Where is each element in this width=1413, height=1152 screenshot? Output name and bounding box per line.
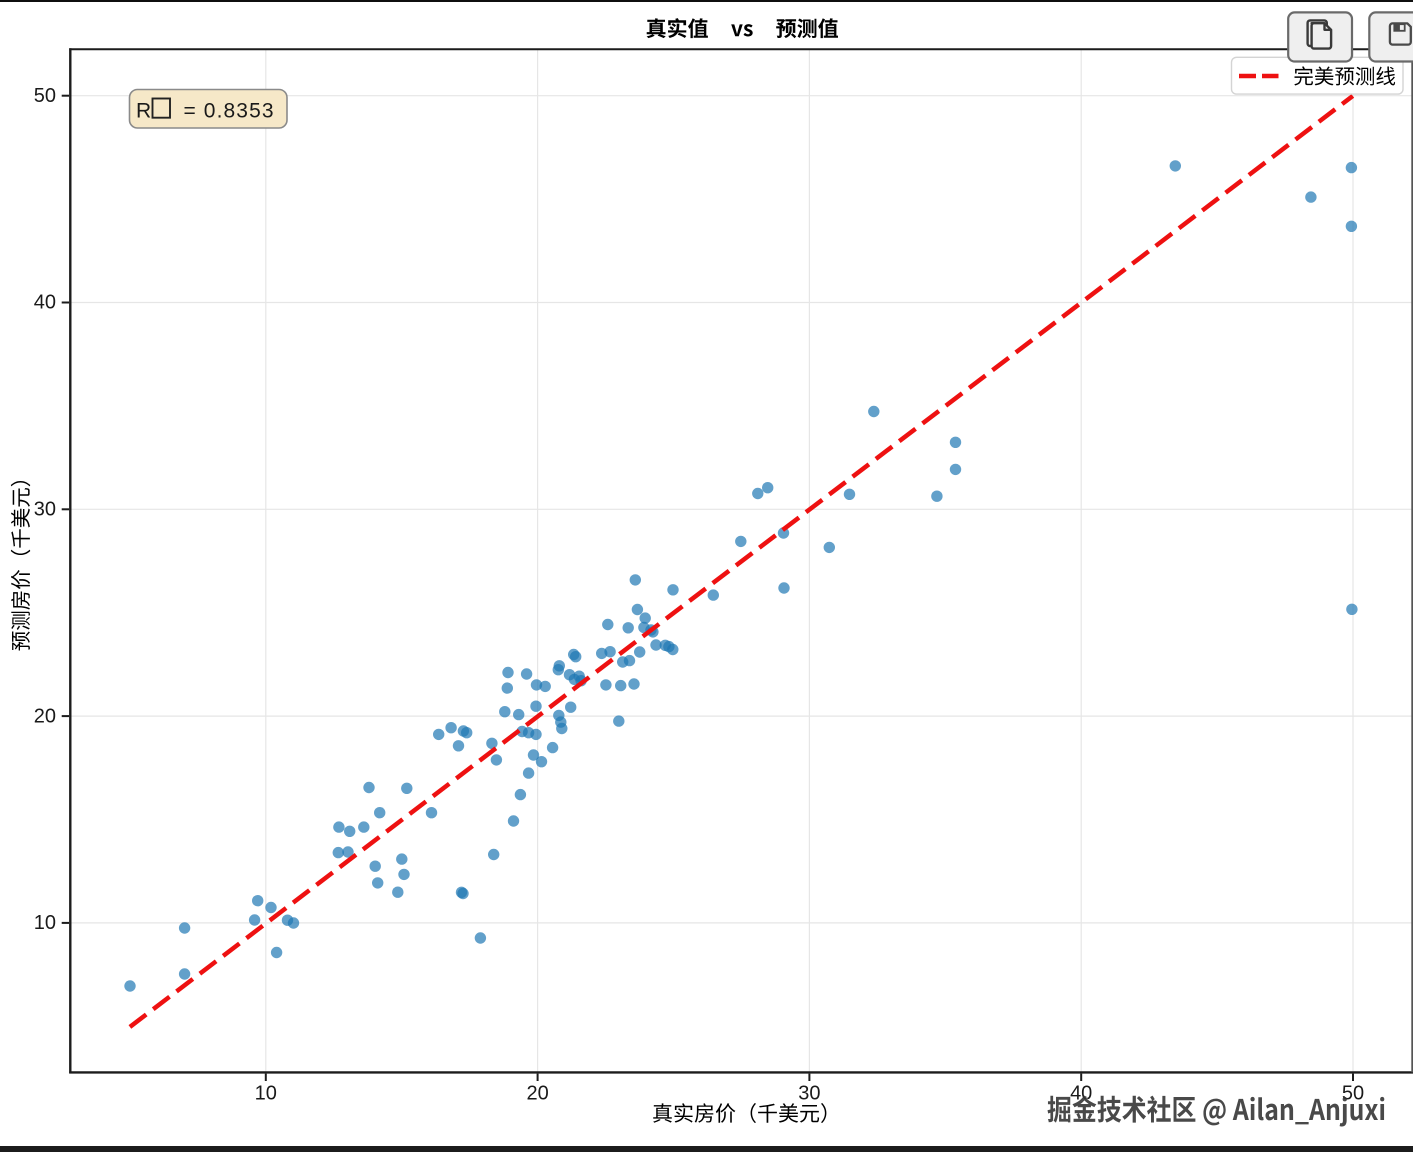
- svg-text:50: 50: [1342, 1083, 1364, 1105]
- svg-text:R: R: [136, 100, 151, 123]
- svg-text:= 0.8353: = 0.8353: [184, 100, 275, 123]
- svg-text:10: 10: [34, 912, 56, 934]
- svg-text:30: 30: [34, 499, 56, 521]
- svg-text:10: 10: [255, 1083, 277, 1105]
- svg-text:50: 50: [34, 85, 56, 107]
- svg-text:20: 20: [526, 1083, 548, 1105]
- svg-text:30: 30: [798, 1083, 820, 1105]
- svg-text:20: 20: [34, 705, 56, 727]
- svg-text:40: 40: [34, 292, 56, 314]
